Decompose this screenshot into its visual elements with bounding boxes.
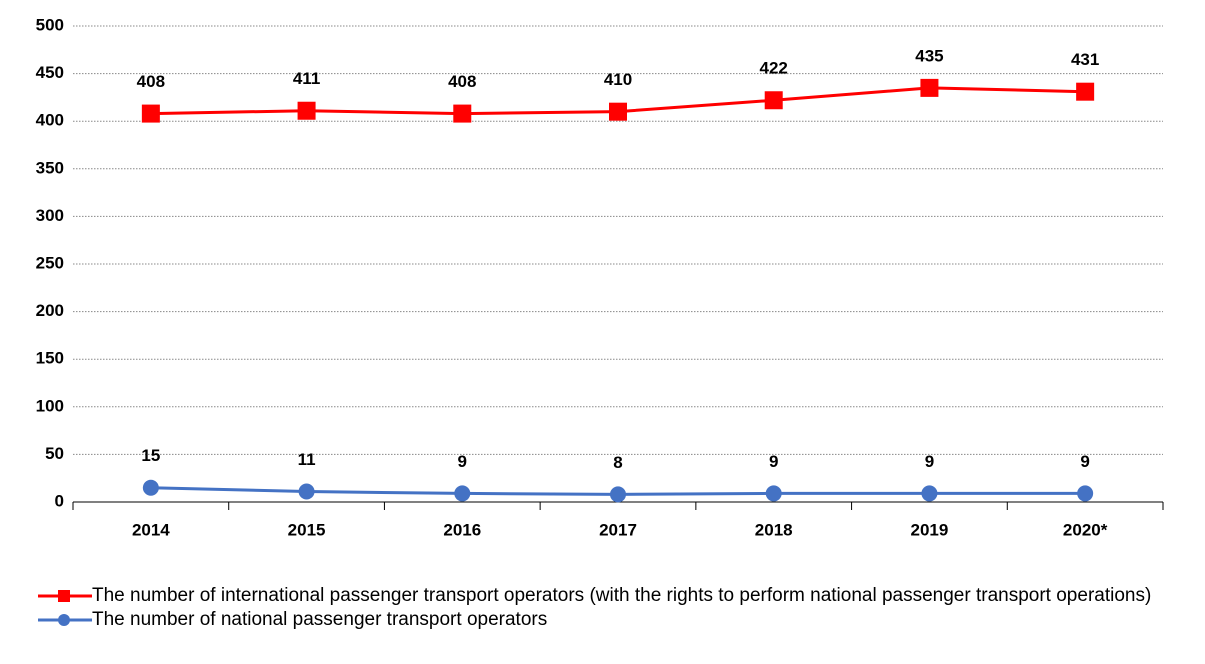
marker <box>765 485 782 502</box>
data-label: 408 <box>137 72 165 91</box>
legend: The number of international passenger tr… <box>36 584 1204 632</box>
y-tick-label: 100 <box>36 396 64 415</box>
y-tick-label: 50 <box>45 444 64 463</box>
marker <box>921 485 938 502</box>
marker <box>1077 485 1094 502</box>
y-tick-label: 150 <box>36 349 64 368</box>
chart: 0 50 100 150 200 250 300 350 400 450 500 2014 2015 20… <box>36 15 1164 539</box>
y-tick-label: 250 <box>36 253 64 272</box>
data-label: 15 <box>141 446 160 465</box>
legend-marker <box>58 590 70 602</box>
legend-item: The number of international passenger tr… <box>36 584 1204 608</box>
x-tick-label: 2018 <box>755 520 793 539</box>
legend-marker <box>58 614 70 626</box>
x-tick-label: 2017 <box>599 520 637 539</box>
legend-item: The number of national passenger transpo… <box>36 608 1204 632</box>
y-tick-label: 400 <box>36 111 64 130</box>
x-tick-label: 2020* <box>1063 520 1108 539</box>
data-label: 8 <box>613 453 622 472</box>
data-label: 435 <box>915 46 943 65</box>
data-label: 411 <box>293 69 320 88</box>
data-label: 422 <box>760 59 788 78</box>
y-tick-label: 500 <box>36 15 64 34</box>
y-tick-label: 450 <box>36 63 64 82</box>
data-label: 9 <box>925 452 934 471</box>
legend-swatch <box>38 590 92 602</box>
y-tick-label: 300 <box>36 206 64 225</box>
marker <box>141 104 160 123</box>
data-label: 408 <box>448 72 476 91</box>
marker <box>142 479 159 496</box>
x-tick-label: 2019 <box>911 520 949 539</box>
data-label: 410 <box>604 70 632 89</box>
marker <box>298 483 315 500</box>
y-tick-label: 350 <box>36 158 64 177</box>
data-label: 431 <box>1071 50 1099 69</box>
marker <box>610 486 626 503</box>
data-label: 9 <box>458 452 467 471</box>
y-tick-label: 200 <box>36 301 64 320</box>
x-tick-label: 2015 <box>288 520 326 539</box>
marker <box>1076 82 1095 101</box>
marker <box>764 91 783 110</box>
marker <box>920 78 939 97</box>
legend-label: The number of international passenger tr… <box>92 585 1152 606</box>
x-tick-label: 2016 <box>443 520 481 539</box>
marker <box>609 102 627 121</box>
marker <box>454 485 471 502</box>
data-label: 11 <box>298 450 316 469</box>
x-tick-label: 2014 <box>132 520 170 539</box>
marker <box>297 101 316 120</box>
y-tick-label: 0 <box>55 491 64 510</box>
data-label: 9 <box>1080 452 1089 471</box>
data-label: 9 <box>769 452 778 471</box>
legend-label: The number of national passenger transpo… <box>92 609 548 630</box>
legend-swatch <box>38 614 92 626</box>
marker <box>453 104 472 123</box>
